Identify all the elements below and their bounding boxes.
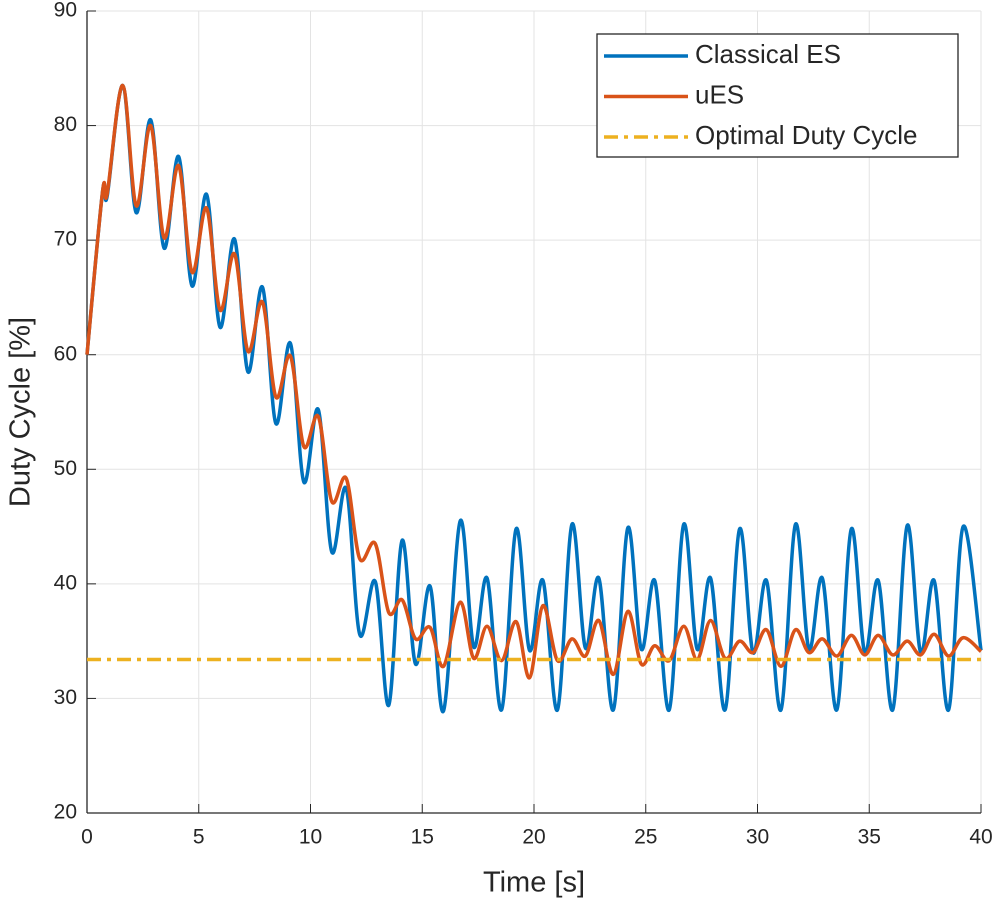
x-tick-label: 30 — [746, 826, 769, 849]
legend-label: Optimal Duty Cycle — [695, 120, 918, 150]
x-tick-label: 35 — [858, 826, 881, 849]
legend-label: Classical ES — [695, 39, 841, 69]
x-tick-label: 5 — [193, 826, 205, 849]
y-tick-label: 20 — [54, 801, 77, 824]
x-tick-label: 0 — [81, 826, 93, 849]
y-axis-label: Duty Cycle [%] — [5, 317, 37, 507]
line-series — [85, 83, 983, 680]
y-tick-label: 70 — [54, 228, 77, 251]
x-tick-label: 40 — [969, 826, 992, 849]
legend-label: uES — [695, 79, 744, 109]
x-tick-label: 20 — [522, 826, 545, 849]
y-tick-label: 30 — [54, 686, 77, 709]
x-tick-label: 10 — [299, 826, 322, 849]
y-tick-label: 80 — [54, 113, 77, 136]
x-tick-label: 15 — [411, 826, 434, 849]
legend: Classical ES uES Optimal Duty Cycle — [596, 33, 959, 158]
x-tick-label: 25 — [634, 826, 657, 849]
y-tick-label: 40 — [54, 571, 77, 594]
x-axis-label: Time [s] — [483, 867, 585, 899]
y-tick-label: 90 — [54, 0, 77, 22]
y-tick-label: 50 — [54, 457, 77, 480]
line-series — [85, 83, 983, 713]
y-tick-label: 60 — [54, 342, 77, 365]
